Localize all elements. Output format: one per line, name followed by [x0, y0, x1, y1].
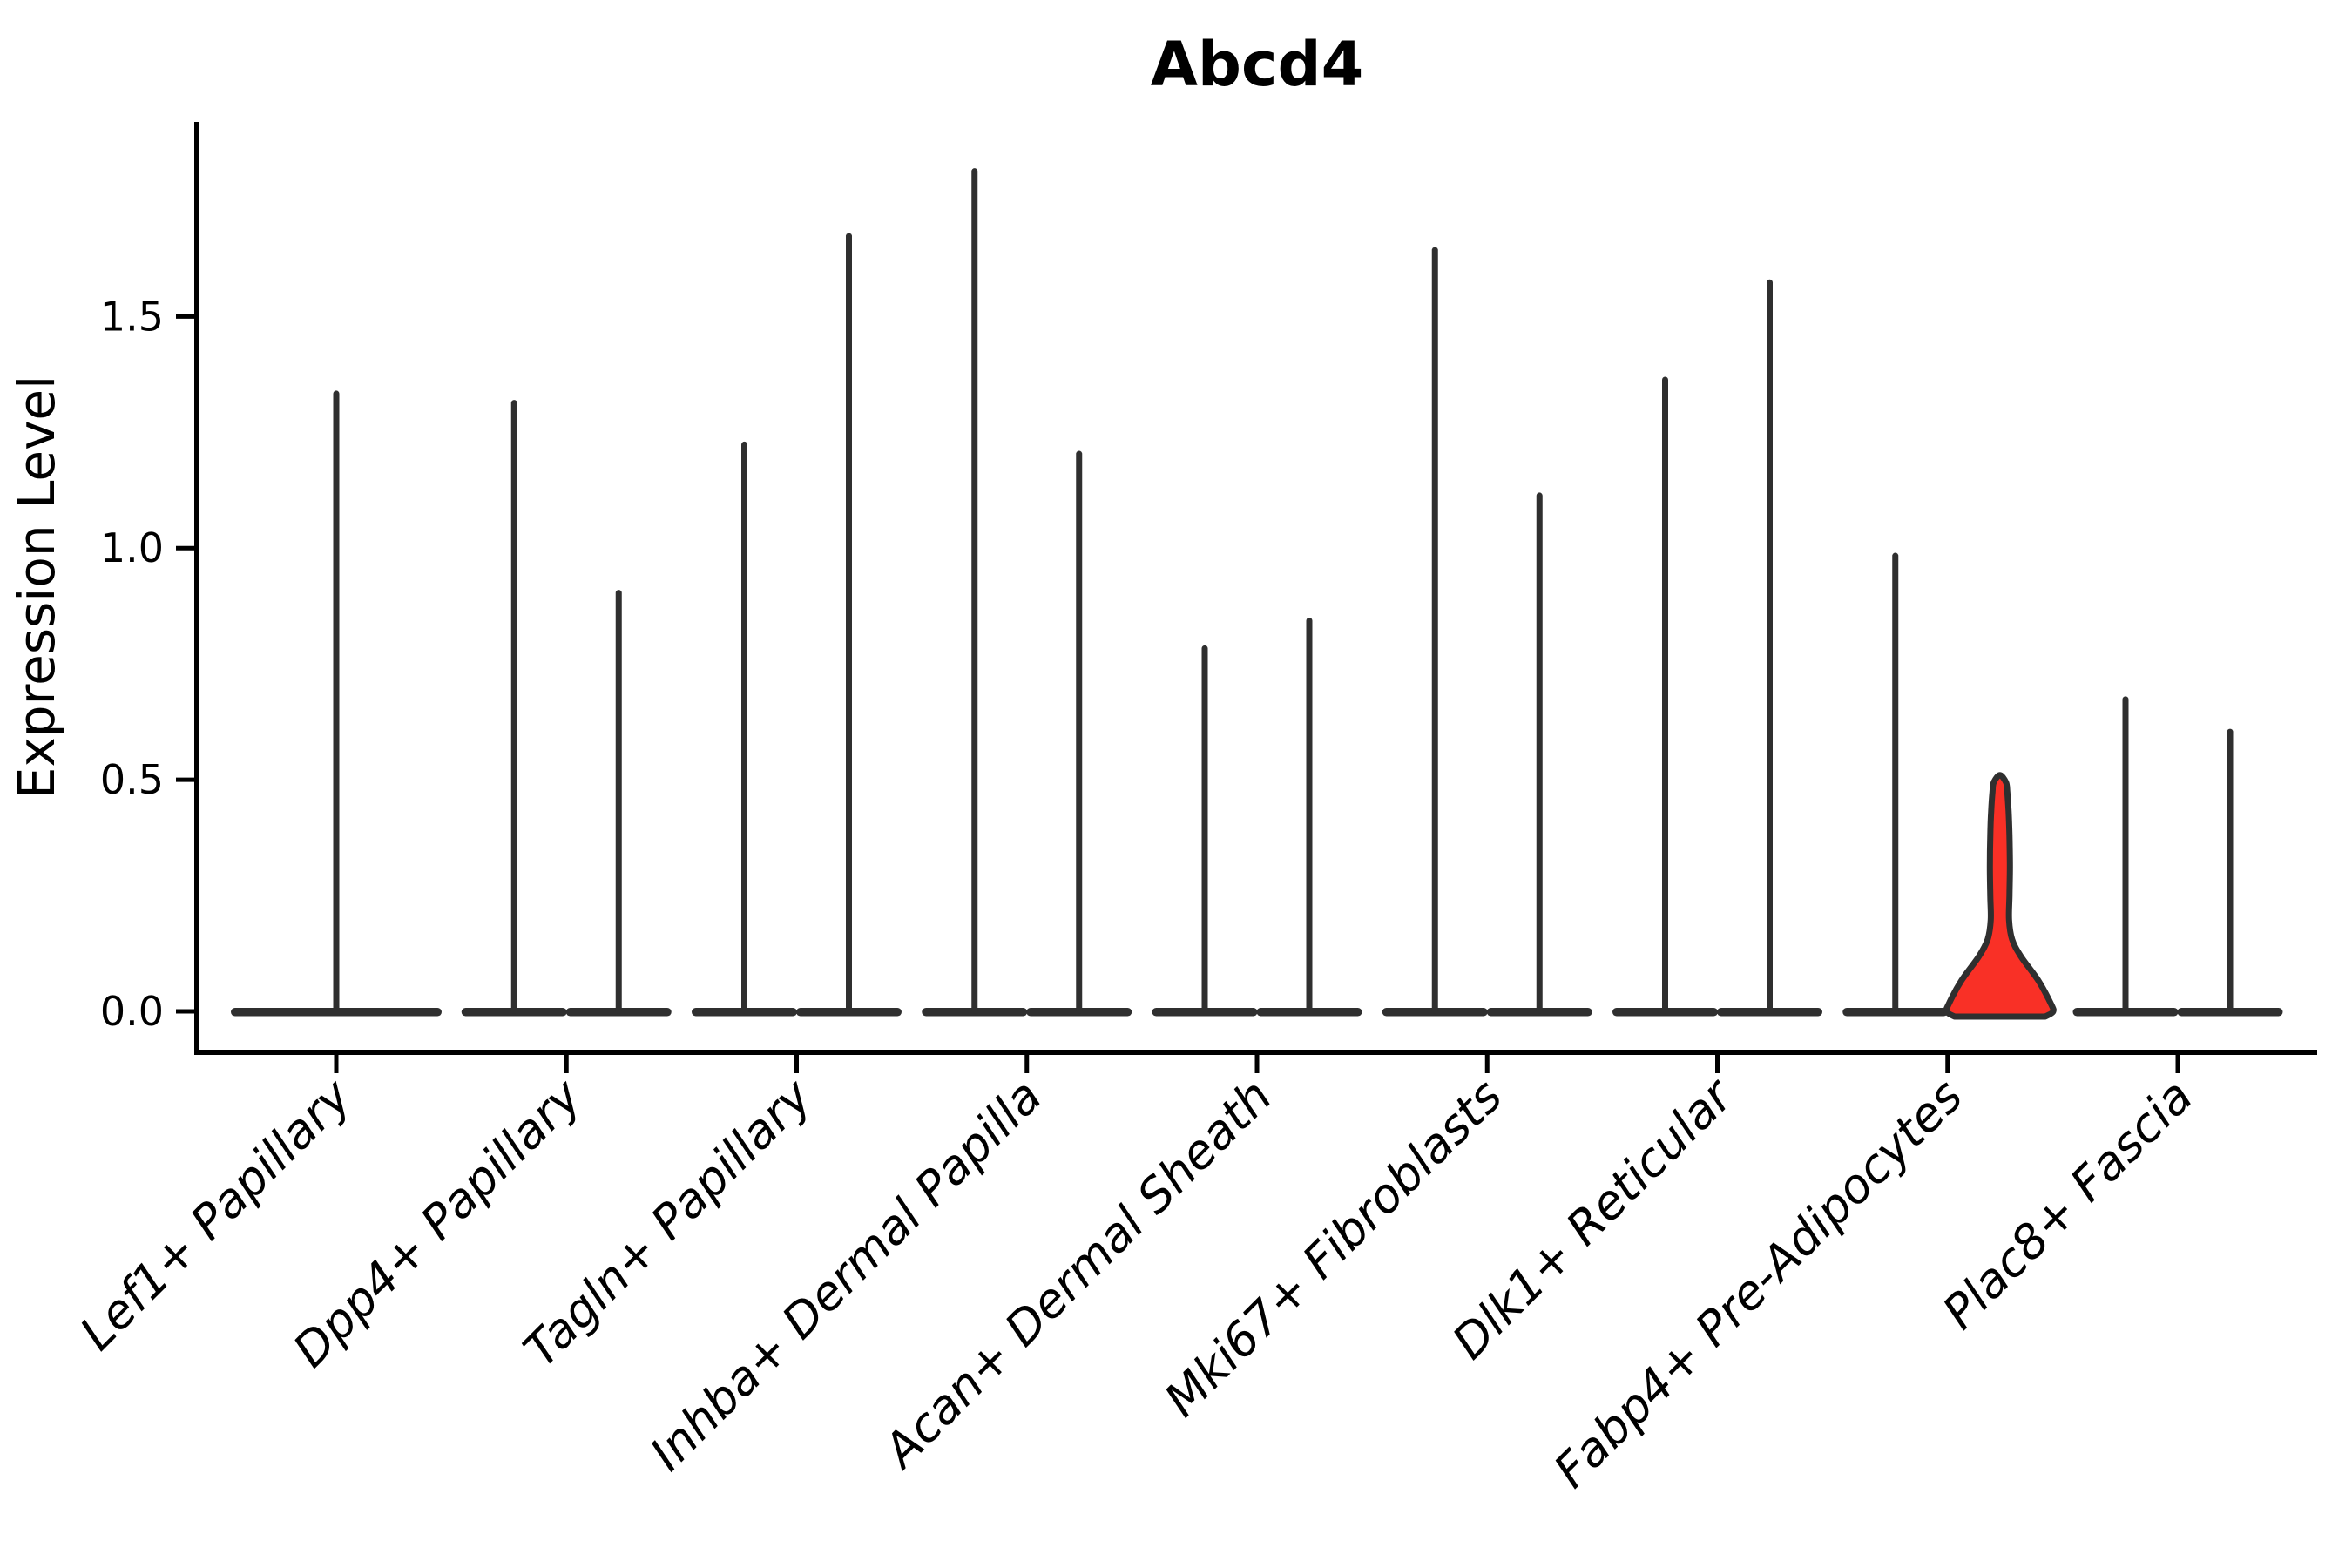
violin-spike — [1892, 552, 1899, 1014]
x-tick-label: Plac8+ Fascia — [1932, 1069, 2203, 1340]
y-tick-label: 0.0 — [100, 988, 164, 1035]
violin-spike — [2122, 696, 2129, 1014]
y-tick-label: 1.0 — [100, 524, 164, 571]
violin-spike — [2227, 728, 2234, 1014]
violin-spike — [1662, 376, 1668, 1014]
violin-spike — [846, 233, 852, 1014]
violin-spike — [1767, 279, 1773, 1014]
violin-spike — [1431, 247, 1438, 1014]
x-tick-label: Fabp4+ Pre-Adipocytes — [1544, 1069, 1973, 1498]
x-tick-label: Inhba+ Dermal Papilla — [639, 1069, 1052, 1482]
violin-spike — [1536, 492, 1543, 1014]
y-tick-label: 0.5 — [100, 756, 164, 803]
highlighted-violin — [1943, 772, 2057, 1020]
violin-spike — [971, 168, 978, 1015]
chart-title: Abcd4 — [1151, 29, 1364, 100]
violin-spike — [1201, 645, 1208, 1014]
violin-spike — [333, 390, 340, 1014]
violins-group — [231, 168, 2283, 1020]
violin-spike — [615, 590, 622, 1014]
y-axis-label: Expression Level — [7, 375, 66, 799]
y-ticks-group: 0.0 0.5 1.0 1.5 — [100, 293, 197, 1035]
violin-spike — [1306, 617, 1313, 1014]
violin-spike — [741, 441, 747, 1014]
y-tick-label: 1.5 — [100, 293, 164, 340]
x-tick-label: Acan+ Dermal Sheath — [871, 1069, 1282, 1480]
violin-spike — [1076, 450, 1083, 1014]
violin-spike — [510, 400, 517, 1014]
